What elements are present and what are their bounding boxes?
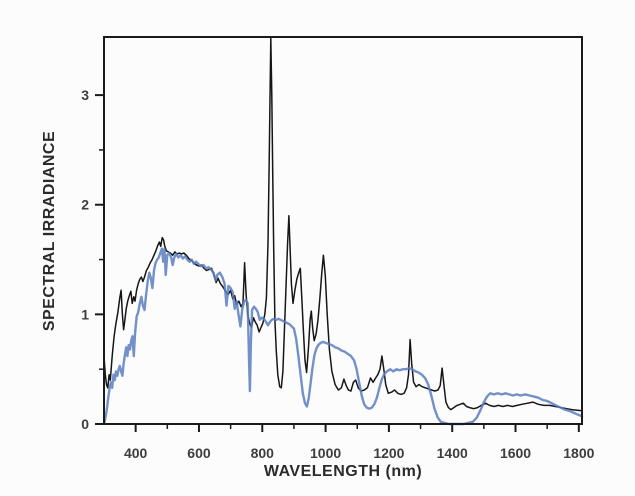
black-curve: [103, 37, 583, 412]
x-tick-label: 1600: [500, 445, 531, 461]
y-tick-label: 0: [81, 416, 89, 432]
x-axis-title: WAVELENGTH (nm): [263, 463, 423, 480]
y-axis-title: SPECTRAL IRRADIANCE: [41, 130, 58, 332]
y-tick-label: 2: [81, 197, 89, 213]
x-tick-label: 600: [187, 445, 211, 461]
x-tick-label: 1400: [437, 445, 468, 461]
y-tick-label: 3: [81, 87, 89, 103]
x-tick-label: 1000: [310, 445, 341, 461]
x-tick-label: 1800: [563, 445, 594, 461]
blue-curve: [103, 247, 584, 426]
x-tick-label: 400: [124, 445, 148, 461]
x-tick-label: 1200: [373, 445, 404, 461]
x-tick-label: 800: [251, 445, 275, 461]
y-tick-label: 1: [81, 306, 89, 322]
plot-frame: [103, 36, 583, 425]
